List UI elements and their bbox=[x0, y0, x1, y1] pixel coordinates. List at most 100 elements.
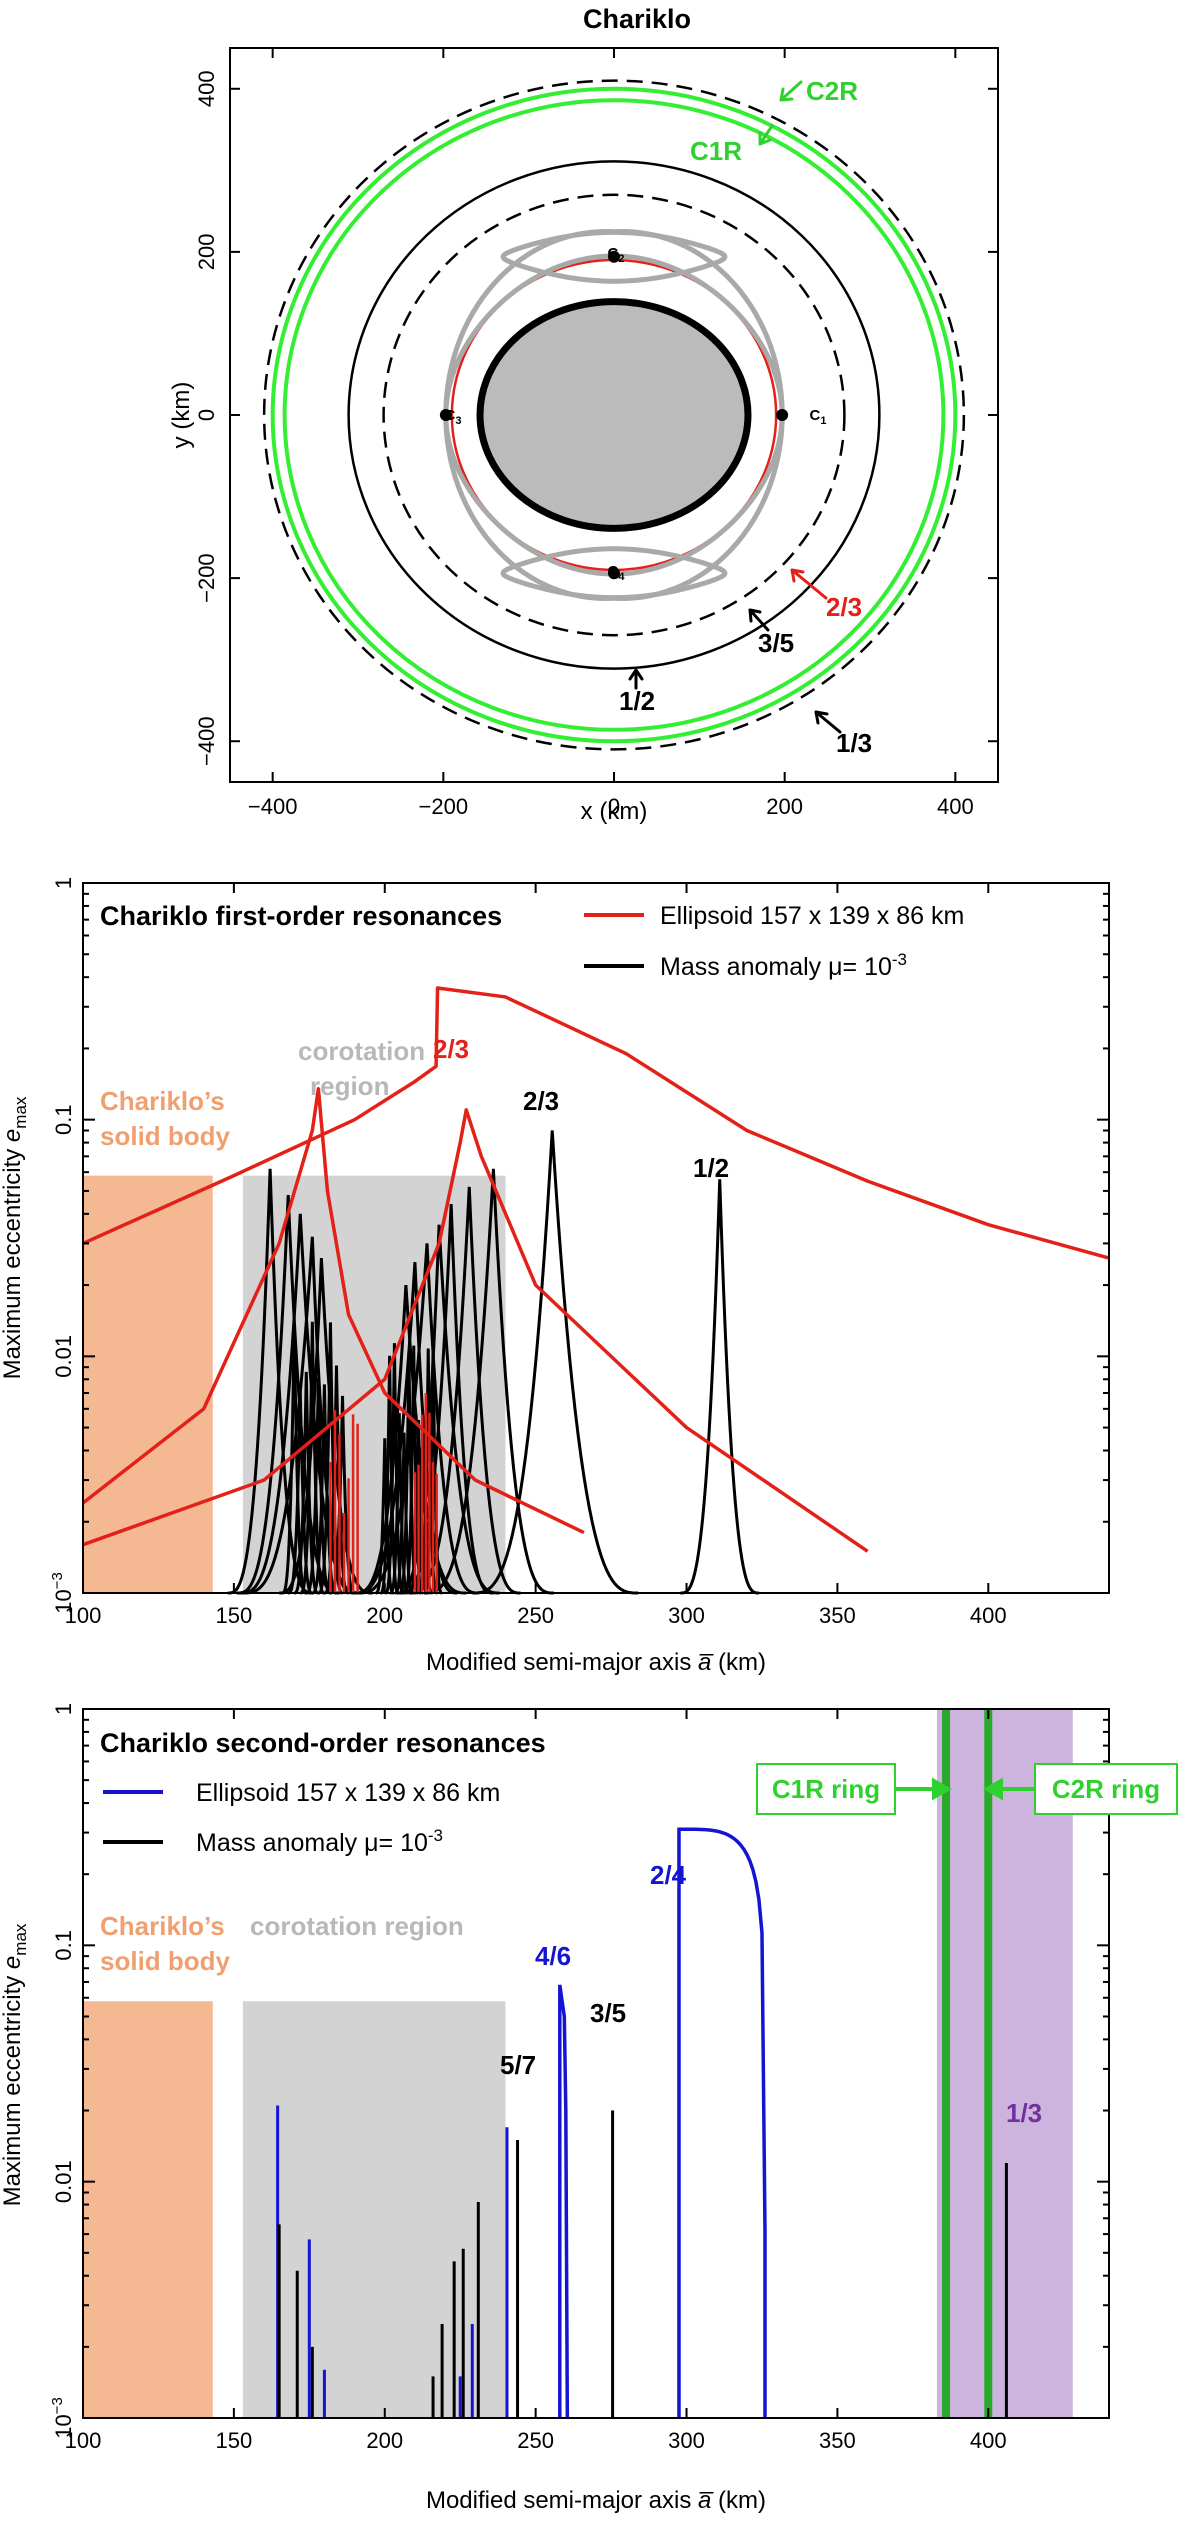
ellipsoid-curve-0 bbox=[82, 986, 1110, 1260]
arrow-3-5 bbox=[748, 608, 770, 632]
c1r-ring-label: C1R ring bbox=[772, 1774, 880, 1804]
equilibrium-point-c3 bbox=[439, 409, 452, 421]
second-order-peak-3-5: 3/5 bbox=[590, 1998, 626, 2028]
first-order-solid-body-label-2: solid body bbox=[100, 1121, 231, 1151]
map-y-tick-label: 400 bbox=[194, 70, 219, 107]
panel-first-order: 100 150 200 250 300 350 400 1 0.1 0.01 10−3 Charik… bbox=[0, 877, 1110, 1676]
second-order-peak-2-4: 2/4 bbox=[650, 1860, 687, 1890]
map-x-tick-label: 0 bbox=[608, 794, 620, 819]
mass-anomaly-dense-spike bbox=[300, 1321, 325, 1595]
c1r-ring-box bbox=[756, 1763, 896, 1815]
mass-anomaly-dense-spike bbox=[390, 1413, 409, 1595]
ellipsoid-2-4-curve bbox=[677, 1827, 767, 2418]
orbit-circle-1-3 bbox=[262, 79, 966, 751]
label-2-3: 2/3 bbox=[826, 592, 862, 622]
first-order-frame bbox=[82, 882, 1110, 1594]
first-order-peak-label-1-2: 1/2 bbox=[693, 1153, 729, 1183]
first-order-corotation-label-2: region bbox=[310, 1071, 389, 1101]
mass-anomaly-dense-spike bbox=[394, 1432, 414, 1595]
map-x-tick-label: 400 bbox=[937, 794, 974, 819]
map-y-tick-label: 200 bbox=[194, 234, 219, 271]
map-x-label: x (km) bbox=[581, 798, 648, 825]
chariklo-body bbox=[476, 298, 752, 532]
panel-second-order: 100 150 200 250 300 350 400 1 0.1 0.01 10−3 Charik… bbox=[0, 1703, 1178, 2514]
x-tick-label: 200 bbox=[366, 1603, 403, 1628]
orbit-circle-C2R bbox=[270, 86, 958, 744]
first-order-x-label: Modified semi-major axis a̅ (km) bbox=[426, 1649, 766, 1676]
map-y-tick-label: −200 bbox=[194, 553, 219, 603]
mass-anomaly-cluster-spike bbox=[423, 1168, 554, 1595]
region-0 bbox=[83, 1175, 213, 1593]
x-tick-label: 250 bbox=[517, 1603, 554, 1628]
map-x-tick-label: −400 bbox=[248, 794, 298, 819]
mass-anomaly-dense-spike bbox=[288, 1390, 313, 1595]
equilibrium-point-c1 bbox=[776, 409, 789, 421]
second-order-peak-5-7: 5/7 bbox=[500, 2050, 536, 2080]
x-tick-label: 150 bbox=[216, 1603, 253, 1628]
second-order-y-label: Maximum eccentricity emax bbox=[0, 1923, 30, 2206]
region-1 bbox=[242, 2001, 506, 2418]
y-tick-label: 0.1 bbox=[51, 1104, 76, 1135]
orbit-circle-3-5 bbox=[382, 193, 846, 637]
legend-ellipsoid-label: Ellipsoid 157 x 139 x 86 km bbox=[660, 902, 964, 930]
y-tick-label: 10−3 bbox=[49, 2397, 76, 2439]
label-1-2: 1/2 bbox=[619, 686, 655, 716]
x-tick-label: 100 bbox=[65, 2428, 102, 2453]
equilibrium-point-c4 bbox=[608, 567, 620, 580]
y-tick-label: 1 bbox=[51, 1703, 76, 1715]
first-order-solid-body-label-1: Chariklo’s bbox=[100, 1086, 225, 1116]
label-1-3: 1/3 bbox=[836, 728, 872, 758]
y-tick-label: 0.01 bbox=[51, 2160, 76, 2203]
second-order-solid-body-label-1: Chariklo’s bbox=[100, 1911, 225, 1941]
x-tick-label: 400 bbox=[970, 2428, 1007, 2453]
map-x-tick-label: 200 bbox=[766, 794, 803, 819]
first-order-title: Chariklo first-order resonances bbox=[100, 901, 502, 931]
legend-mass-label: Mass anomaly μ= 10-3 bbox=[660, 950, 907, 981]
arrow-c1r bbox=[758, 124, 774, 146]
mass-anomaly-cluster-spike bbox=[354, 1262, 458, 1595]
map-title: Chariklo bbox=[583, 4, 691, 34]
mass-anomaly-1-2 bbox=[680, 1179, 759, 1595]
legend2-mass-label: Mass anomaly μ= 10-3 bbox=[196, 1826, 443, 1857]
x-tick-label: 350 bbox=[819, 2428, 856, 2453]
x-tick-label: 350 bbox=[819, 1603, 856, 1628]
label-c2r: C2R bbox=[806, 76, 858, 106]
arrow-c2r bbox=[779, 80, 803, 102]
mass-anomaly-dense-spike bbox=[306, 1378, 331, 1595]
first-order-peak-label-red-2-3: 2/3 bbox=[433, 1034, 469, 1064]
map-y-tick-label: −400 bbox=[194, 716, 219, 766]
y-tick-label: 10−3 bbox=[49, 1572, 76, 1614]
mass-anomaly-dense-spike bbox=[375, 1438, 394, 1595]
label-c1r: C1R bbox=[690, 136, 742, 166]
second-order-peak-1-3: 1/3 bbox=[1006, 2098, 1042, 2128]
legend2-ellipsoid-label: Ellipsoid 157 x 139 x 86 km bbox=[196, 1779, 500, 1807]
ellipsoid-curve-2 bbox=[82, 1108, 869, 1553]
second-order-solid-body-label-2: solid body bbox=[100, 1946, 231, 1976]
arrow-2-3 bbox=[790, 568, 828, 600]
equilibrium-point-c2 bbox=[608, 250, 620, 263]
mass-anomaly-2-3 bbox=[472, 1130, 639, 1595]
y-tick-label: 0.01 bbox=[51, 1335, 76, 1378]
second-order-title: Chariklo second-order resonances bbox=[100, 1728, 546, 1758]
panel-chariklo-map: Chariklo −400−400−200−20000200200400400 … bbox=[0, 0, 1200, 825]
second-order-x-label: Modified semi-major axis a̅ (km) bbox=[426, 2487, 766, 2514]
x-tick-label: 300 bbox=[668, 1603, 705, 1628]
x-tick-label: 400 bbox=[970, 1603, 1007, 1628]
ellipsoid-4-6-peak bbox=[558, 1984, 570, 2419]
label-3-5: 3/5 bbox=[758, 628, 794, 658]
orbit-circle-C1R bbox=[282, 98, 946, 732]
arrow-1-2 bbox=[628, 668, 644, 690]
x-tick-label: 300 bbox=[668, 2428, 705, 2453]
mass-anomaly-dense-spike bbox=[294, 1371, 319, 1595]
x-tick-label: 150 bbox=[216, 2428, 253, 2453]
first-order-corotation-label-1: corotation bbox=[298, 1036, 425, 1066]
x-tick-label: 250 bbox=[517, 2428, 554, 2453]
map-y-tick-label: 0 bbox=[194, 409, 219, 421]
second-order-peak-4-6: 4/6 bbox=[535, 1941, 571, 1971]
map-x-tick-label: −200 bbox=[419, 794, 469, 819]
first-order-peak-label-2-3: 2/3 bbox=[523, 1086, 559, 1116]
mass-anomaly-dense-spike bbox=[312, 1384, 337, 1595]
map-y-label: y (km) bbox=[168, 382, 195, 449]
first-order-y-label: Maximum eccentricity emax bbox=[0, 1096, 30, 1379]
